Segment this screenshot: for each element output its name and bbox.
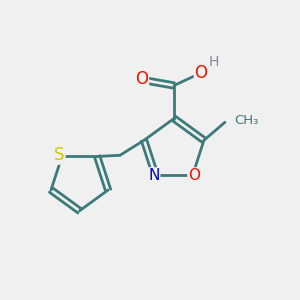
Text: H: H [209,56,219,69]
Text: O: O [188,168,200,183]
Text: S: S [54,146,65,164]
Text: O: O [194,64,208,82]
Text: O: O [135,70,148,88]
Text: N: N [148,168,160,183]
Text: CH₃: CH₃ [234,114,258,127]
